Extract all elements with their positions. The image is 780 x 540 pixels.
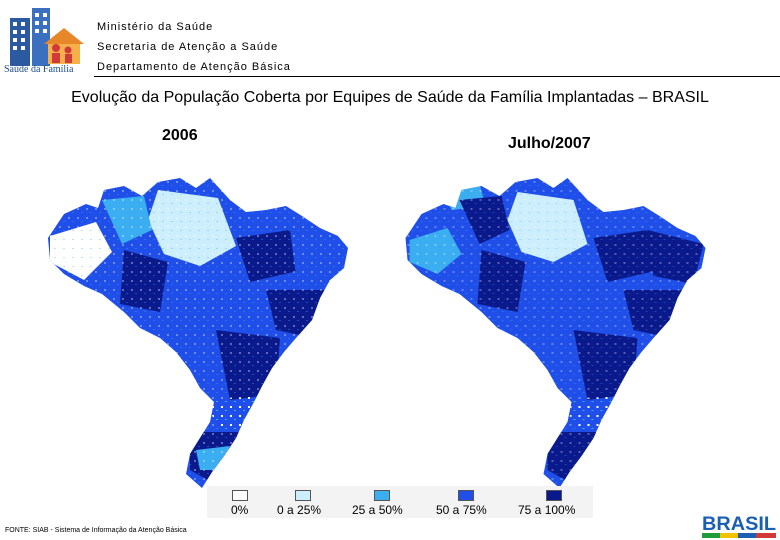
legend-label: 75 a 100% xyxy=(518,503,576,517)
legend-item: 75 a 100% xyxy=(518,486,598,518)
saude-da-familia-logo xyxy=(10,8,84,66)
logo-caption: Saúde da Família xyxy=(4,64,74,75)
brasil-logo: BRASIL xyxy=(700,513,778,538)
brazil-map-july-2007 xyxy=(405,178,706,488)
legend-swatch xyxy=(546,490,562,501)
legend-swatch xyxy=(295,490,311,501)
legend-label: 0 a 25% xyxy=(277,503,322,517)
secretariat-name: Secretaria de Atenção a Saúde xyxy=(97,41,279,53)
legend-swatch xyxy=(232,490,248,501)
brazil-map-2006 xyxy=(48,178,348,488)
legend-swatch xyxy=(374,490,390,501)
legend-swatch xyxy=(458,490,474,501)
header-divider xyxy=(94,76,780,77)
map-label-2006: 2006 xyxy=(162,127,198,144)
source-note: FONTE: SIAB - Sistema de Informação da A… xyxy=(5,527,187,534)
map-label-july-2007: Julho/2007 xyxy=(508,135,591,152)
legend-item: 50 a 75% xyxy=(436,486,516,518)
ministry-name: Ministério da Saúde xyxy=(97,21,214,33)
department-name: Departamento de Atenção Básica xyxy=(97,61,291,73)
legend-label: 25 a 50% xyxy=(352,503,403,517)
legend-item: 0 a 25% xyxy=(277,486,357,518)
svg-text:BRASIL: BRASIL xyxy=(702,514,776,535)
page-title: Evolução da População Coberta por Equipe… xyxy=(71,89,709,106)
legend-label: 0% xyxy=(231,503,249,517)
legend-label: 50 a 75% xyxy=(436,503,487,517)
legend-item: 0% xyxy=(215,486,295,518)
coverage-legend: 0% 0 a 25% 25 a 50% 50 a 75% 75 a 100% xyxy=(207,486,593,518)
legend-item: 25 a 50% xyxy=(352,486,432,518)
